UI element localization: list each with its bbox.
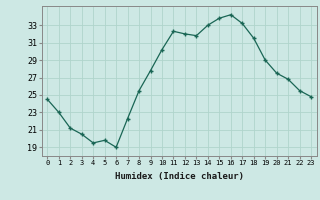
X-axis label: Humidex (Indice chaleur): Humidex (Indice chaleur)	[115, 172, 244, 181]
